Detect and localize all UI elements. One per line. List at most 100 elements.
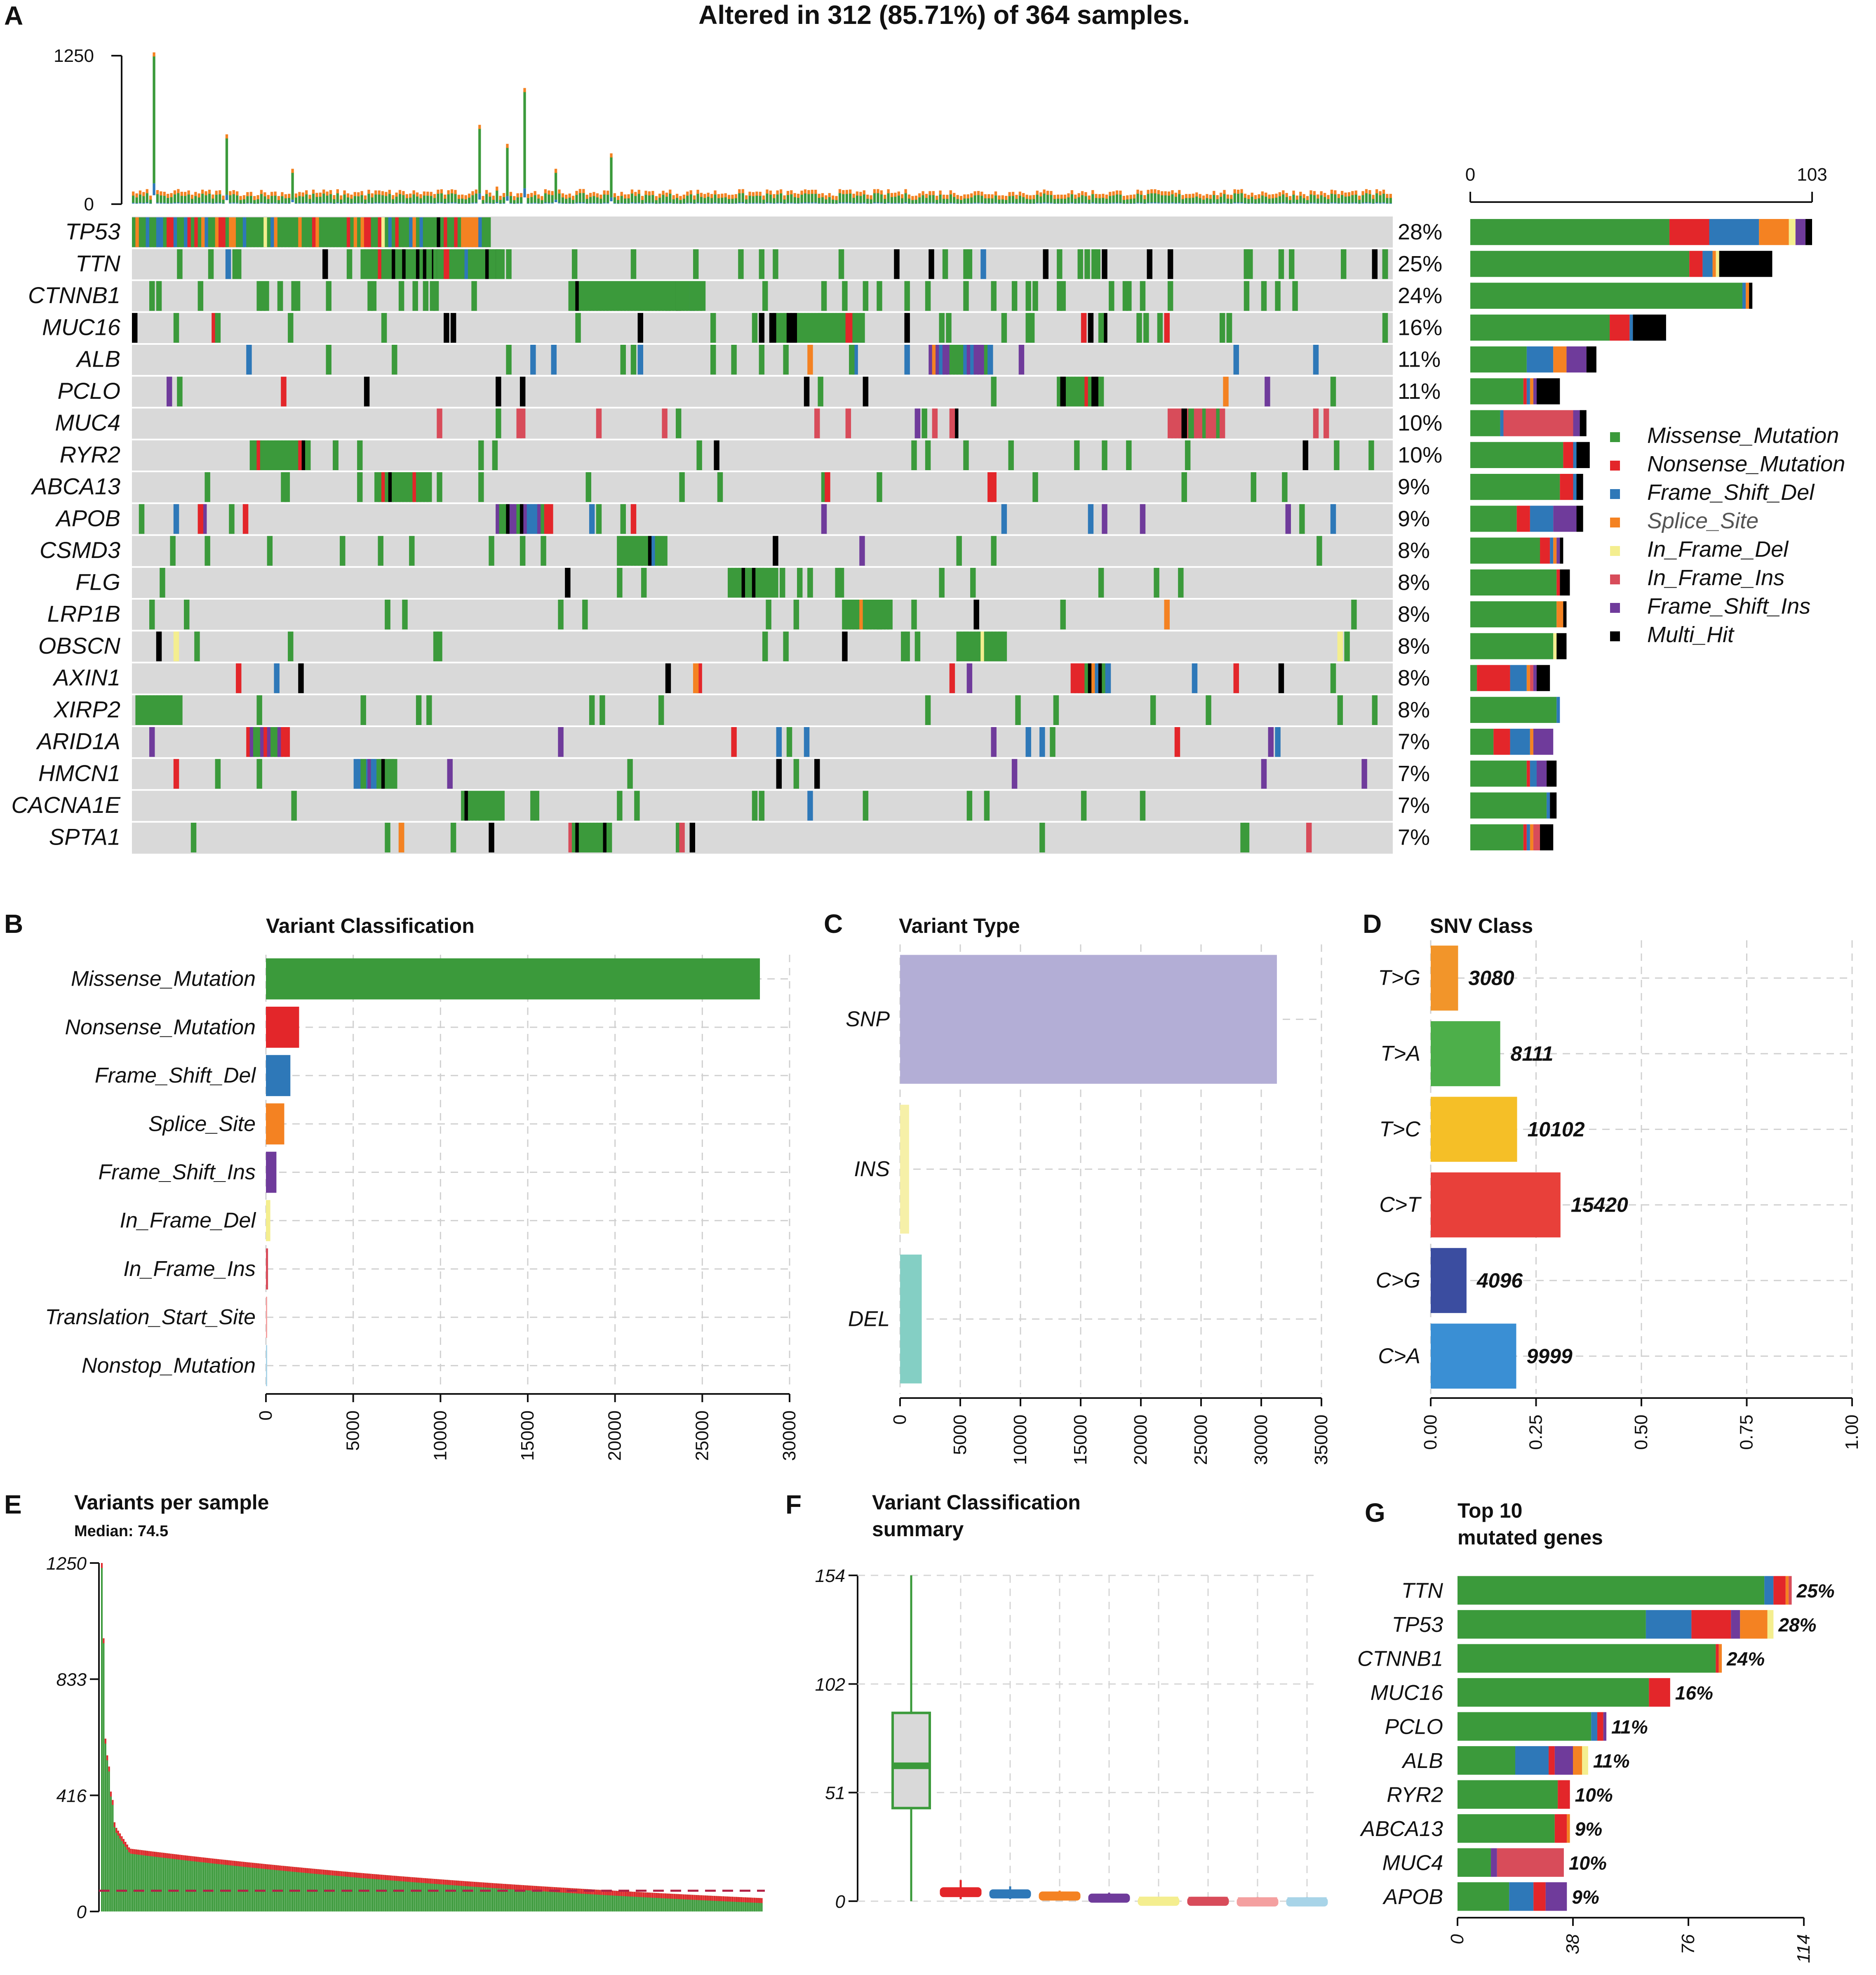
sample-bar <box>601 1890 603 1911</box>
tmb-bar <box>416 195 419 203</box>
sample-bar <box>146 1850 148 1911</box>
sample-bar <box>741 1897 743 1911</box>
sample-bar-segment <box>150 1851 152 1856</box>
mutation-cell <box>1233 663 1239 693</box>
mutation-cell <box>426 472 432 502</box>
tmb-bar <box>1192 197 1195 203</box>
tmb-bar-segment <box>482 203 484 204</box>
sample-bar <box>402 1876 404 1911</box>
tmb-bar-segment <box>887 202 890 204</box>
tmb-bar <box>721 197 724 203</box>
mutation-cell <box>530 345 536 375</box>
tmb-bar-segment <box>949 190 952 195</box>
tmb-bar-segment <box>381 202 384 204</box>
tmb-bar-segment <box>1192 203 1195 204</box>
tmb-bar <box>658 197 661 203</box>
sample-bar <box>368 1874 370 1911</box>
mutation-cell <box>1382 313 1388 343</box>
stack-segment <box>1740 1610 1768 1639</box>
tmb-bar-segment <box>1043 202 1046 204</box>
tmb-bar-segment <box>561 193 564 198</box>
tmb-bar-segment <box>963 203 966 204</box>
tmb-bar-segment <box>395 192 398 197</box>
sample-bar <box>668 1893 670 1911</box>
tmb-bar <box>873 192 876 203</box>
mutation-cell <box>385 822 390 852</box>
mutation-cell <box>1306 822 1312 852</box>
tmb-bar-segment <box>641 203 644 204</box>
tmb-bar <box>249 195 252 203</box>
tmb-bar-segment <box>1320 191 1323 195</box>
mutation-cell <box>804 727 810 757</box>
tmb-bar-segment <box>1018 202 1021 204</box>
sample-bar <box>715 1896 717 1911</box>
mutation-cell <box>1233 345 1239 375</box>
sample-bar-segment <box>122 1839 125 1844</box>
sample-bar-segment <box>481 1882 483 1888</box>
legend-label: Frame_Shift_Del <box>1647 480 1815 505</box>
sample-bar-segment <box>402 1876 404 1882</box>
sample-bar-segment <box>526 1885 528 1890</box>
side-bar-segment <box>1503 410 1573 436</box>
stack-segment <box>1785 1576 1789 1605</box>
tmb-bar-segment <box>762 195 765 200</box>
sample-bar-segment <box>450 1880 452 1885</box>
mutation-cell <box>1098 377 1104 407</box>
tmb-bar <box>901 197 904 203</box>
tmb-bar-segment <box>160 191 162 196</box>
tmb-bar-segment <box>502 203 505 204</box>
sample-bar-segment <box>534 1886 536 1891</box>
tmb-bar <box>1140 194 1143 203</box>
tmb-bar-segment <box>973 191 976 195</box>
sample-bar <box>535 1886 537 1911</box>
mutation-cell <box>963 281 969 311</box>
tmb-bar-segment <box>907 194 911 199</box>
tmb-bar-segment <box>156 190 159 194</box>
tmb-bar-segment <box>506 196 509 201</box>
tmb-bar-segment <box>838 189 842 193</box>
sample-bar-segment <box>708 1895 710 1901</box>
tmb-bar-segment <box>1063 194 1067 199</box>
mutation-cell <box>1368 440 1374 470</box>
tmb-bar-segment <box>953 203 956 204</box>
x-tick-label: 0 <box>890 1415 910 1424</box>
tmb-bar-segment <box>523 88 526 92</box>
tmb-bar-segment <box>274 202 277 204</box>
mutation-cell <box>1181 408 1187 438</box>
tmb-bar-segment <box>212 203 214 204</box>
mutation-cell <box>1299 504 1305 534</box>
sample-bar <box>261 1864 263 1911</box>
sample-bar-segment <box>230 1860 232 1866</box>
sample-bar-segment <box>219 1859 221 1864</box>
sample-bar <box>637 1892 639 1911</box>
side-tick-max: 103 <box>1797 165 1827 185</box>
gene-label: TP53 <box>1392 1613 1443 1637</box>
tmb-bar-segment <box>1011 202 1015 204</box>
tmb-bar-segment <box>322 202 325 204</box>
sample-bar-segment <box>728 1896 730 1902</box>
side-bar-segment <box>1500 410 1504 436</box>
sample-bar <box>472 1881 474 1911</box>
tmb-bar-segment <box>914 203 917 204</box>
tmb-bar-segment <box>825 195 828 200</box>
sample-bar-segment <box>117 1830 119 1836</box>
tmb-bar-segment <box>1219 193 1222 197</box>
tmb-bar <box>936 199 938 204</box>
gene-percent: 10% <box>1398 411 1442 435</box>
sample-bar <box>659 1893 661 1911</box>
mutation-cell <box>548 504 553 534</box>
tmb-bar <box>856 195 859 203</box>
tmb-bar <box>752 195 755 203</box>
sample-bar-segment <box>744 1897 746 1902</box>
mutation-cell <box>173 759 179 789</box>
tmb-bar <box>973 194 976 203</box>
gene-percents: 28%25%24%16%11%11%10%10%9%9%8%8%8%8%8%8%… <box>1398 220 1442 850</box>
sample-bar-segment <box>521 1885 523 1890</box>
sample-bar <box>684 1894 686 1911</box>
stack-segment <box>1789 1576 1792 1605</box>
tmb-bar-segment <box>818 203 820 204</box>
tmb-bar-segment <box>925 203 928 204</box>
sample-bar <box>477 1882 479 1911</box>
sample-bar-segment <box>272 1864 274 1870</box>
sample-bar-segment <box>681 1894 683 1900</box>
